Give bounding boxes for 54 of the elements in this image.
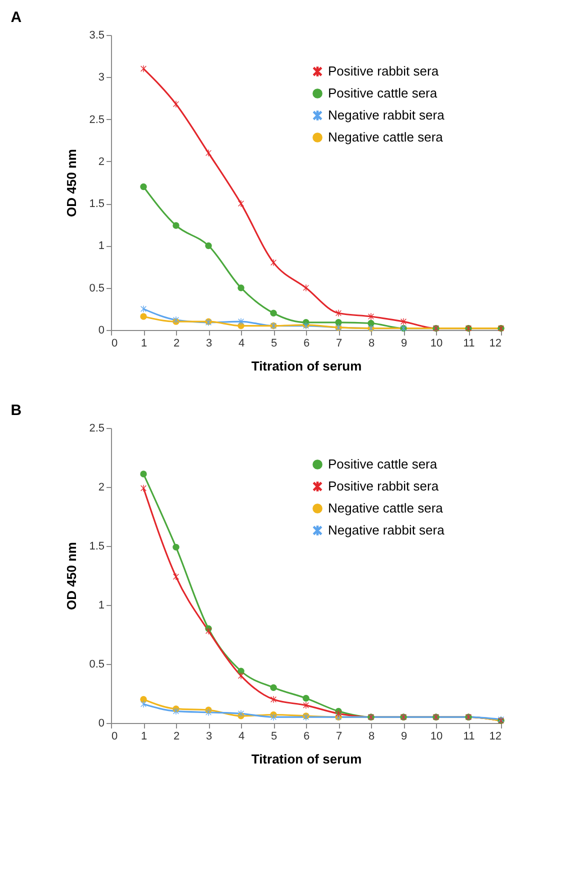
y-tick-label: 1.5	[89, 198, 104, 210]
y-axis-title: OD 450 nm	[64, 542, 80, 610]
legend-label: Negative cattle sera	[328, 500, 444, 516]
x-tick-label: 1	[140, 338, 148, 350]
x-tick-label: 11	[463, 730, 475, 742]
x-tick-label: 0	[112, 338, 118, 350]
x-tick-label: 12	[489, 730, 502, 742]
x-tick-label: 8	[368, 338, 375, 350]
y-tick-label: 2.5	[89, 422, 104, 434]
x-tick-label: 4	[238, 730, 245, 742]
y-tick-label: 3	[98, 72, 104, 84]
x-tick-label: 4	[238, 338, 245, 350]
chart-title: A	[10, 9, 22, 26]
y-tick-label: 1.5	[89, 540, 104, 552]
y-tick-label: 2.5	[89, 114, 104, 126]
y-tick-label: 0.5	[89, 282, 104, 294]
legend-label: Positive cattle sera	[328, 456, 438, 472]
x-tick-label: 3	[206, 338, 212, 350]
x-axis-title: Titration of serum	[251, 752, 362, 766]
y-tick-label: 3.5	[89, 30, 104, 42]
x-tick-label: 6	[303, 730, 310, 742]
legend-label: Positive rabbit sera	[328, 64, 440, 78]
y-tick-label: 0.5	[89, 658, 104, 670]
y-tick-label: 0	[98, 718, 104, 730]
chart-title: B	[10, 402, 22, 419]
x-tick-label: 9	[400, 338, 408, 350]
x-tick-label: 2	[173, 730, 180, 742]
y-tick-label: 0	[98, 324, 104, 336]
x-tick-label: 5	[270, 338, 278, 350]
y-tick-label: 1	[98, 600, 104, 612]
x-tick-label: 7	[336, 338, 342, 350]
x-tick-label: 9	[400, 730, 408, 742]
legend-label: Negative rabbit sera	[328, 522, 446, 538]
x-tick-label: 10	[430, 338, 443, 350]
x-tick-label: 2	[173, 338, 180, 350]
x-tick-label: 8	[368, 730, 375, 742]
y-axis-title: OD 450 nm	[64, 149, 80, 217]
y-tick-label: 2	[98, 156, 104, 168]
x-axis-title: Titration of serum	[251, 358, 362, 374]
legend-label: Negative cattle sera	[328, 130, 444, 144]
legend-label: Negative rabbit sera	[328, 108, 446, 122]
legend-label: Positive rabbit sera	[328, 478, 440, 494]
y-tick-label: 2	[98, 482, 104, 494]
x-tick-label: 6	[303, 338, 310, 350]
legend-label: Positive cattle sera	[328, 86, 438, 100]
x-tick-label: 0	[112, 730, 118, 742]
y-tick-label: 1	[98, 240, 104, 252]
x-tick-label: 10	[430, 730, 443, 742]
x-tick-label: 3	[206, 730, 212, 742]
x-tick-label: 1	[140, 730, 148, 742]
x-tick-label: 12	[489, 338, 502, 350]
x-tick-label: 11	[463, 338, 475, 350]
x-tick-label: 5	[270, 730, 278, 742]
x-tick-label: 7	[336, 730, 342, 742]
